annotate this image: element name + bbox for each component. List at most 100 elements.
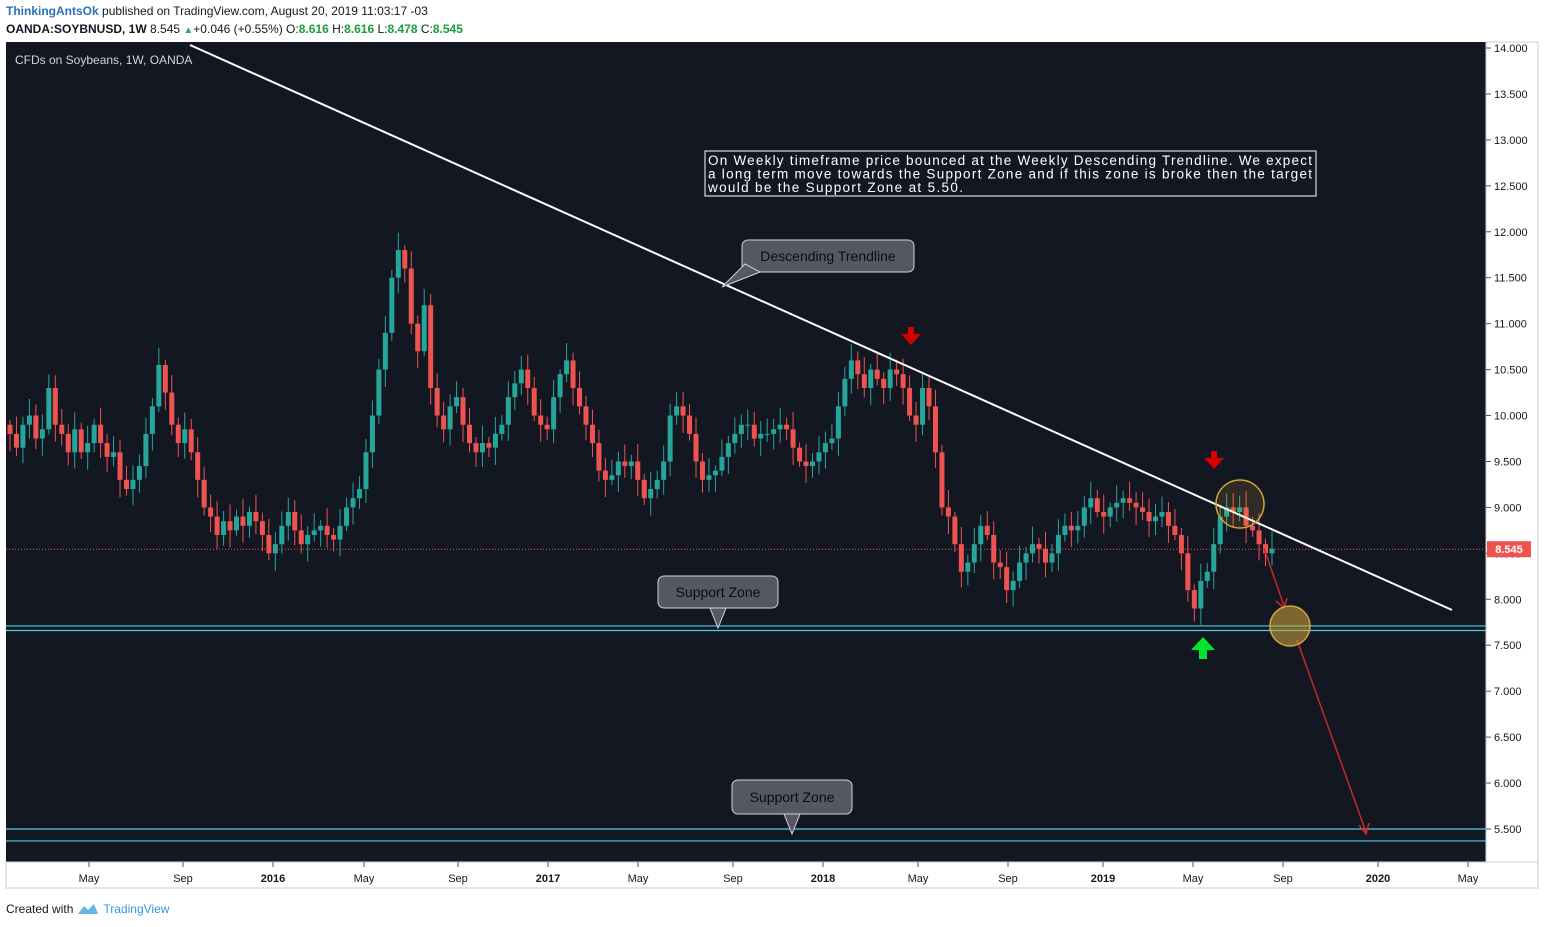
- candle-body: [654, 479, 660, 490]
- candle-body: [356, 489, 362, 499]
- candle-body: [1049, 553, 1055, 563]
- candlestick-series: [7, 232, 1275, 625]
- x-tick-label: 2018: [811, 873, 835, 885]
- candle-body: [751, 424, 757, 439]
- candle-body: [305, 534, 311, 545]
- callout-label: Support Zone: [750, 789, 835, 805]
- candle-body: [1101, 512, 1107, 517]
- candle-body: [234, 516, 240, 531]
- y-tick-label: 13.500: [1494, 89, 1528, 101]
- y-tick-label: 11.000: [1494, 319, 1527, 331]
- candle-body: [1159, 512, 1165, 517]
- x-tick-label: May: [1458, 873, 1479, 885]
- candle-body: [382, 332, 388, 370]
- candle-body: [855, 360, 861, 375]
- candle-body: [1191, 590, 1197, 609]
- callout-pointer: [709, 607, 727, 630]
- candle-body: [887, 369, 893, 388]
- candle-body: [602, 470, 608, 480]
- candle-body: [473, 443, 479, 453]
- candle-body: [978, 525, 984, 545]
- down-arrow-head: [901, 334, 921, 345]
- candle-body: [1237, 507, 1243, 513]
- x-tick-label: May: [1183, 873, 1204, 885]
- candle-body: [188, 429, 194, 453]
- down-arrow-icon: [1204, 451, 1224, 469]
- candle-body: [1153, 516, 1159, 522]
- candle-body: [143, 433, 149, 467]
- candle-body: [162, 364, 168, 393]
- candle-body: [376, 369, 382, 416]
- candle-body: [544, 424, 550, 430]
- candle-body: [98, 424, 104, 444]
- analysis-note-line: would be the Support Zone at 5.50.: [707, 180, 963, 195]
- projection-arrowhead-2: [1358, 822, 1370, 836]
- footer: Created with TradingView: [6, 902, 169, 916]
- candle-body: [952, 516, 958, 545]
- candle-body: [1256, 530, 1262, 545]
- candle-body: [920, 387, 926, 425]
- projection-arrow-2: [1296, 639, 1367, 833]
- analysis-note-line: On Weekly timeframe price bounced at the…: [708, 153, 1312, 168]
- candle-body: [292, 512, 298, 531]
- candle-body: [894, 369, 900, 375]
- down-arrow-shaft: [908, 327, 914, 336]
- publisher-name[interactable]: ThinkingAntsOk: [6, 4, 99, 18]
- candle-body: [78, 429, 84, 453]
- x-tick-label: Sep: [1273, 873, 1293, 885]
- candle-body: [648, 489, 654, 499]
- close-label: C:: [420, 22, 433, 36]
- y-tick-label: 5.500: [1494, 824, 1522, 836]
- candle-body: [272, 544, 278, 554]
- price-axis[interactable]: [1485, 41, 1539, 863]
- candle-body: [1042, 548, 1048, 563]
- candle-body: [641, 479, 647, 499]
- candle-body: [732, 433, 738, 444]
- candle-body: [7, 424, 13, 434]
- candle-body: [1094, 498, 1100, 513]
- candle-body: [441, 415, 447, 430]
- candle-body: [59, 424, 65, 434]
- down-arrow-head: [1204, 458, 1224, 469]
- candle-body: [72, 429, 78, 453]
- candle-body: [958, 544, 964, 572]
- price-change: +0.046 (+0.55%): [193, 22, 283, 36]
- candle-body: [1269, 548, 1275, 554]
- y-tick-label: 6.000: [1494, 778, 1522, 790]
- candle-body: [169, 392, 175, 425]
- candle-body: [1230, 507, 1236, 513]
- y-tick-label: 6.500: [1494, 732, 1522, 744]
- candle-body: [861, 374, 867, 388]
- candle-body: [699, 461, 705, 480]
- candle-body: [447, 406, 453, 430]
- time-axis[interactable]: [5, 861, 1539, 889]
- support-zone-1-callout: Support Zone: [657, 575, 779, 630]
- high-label: H:: [332, 22, 345, 36]
- candle-body: [816, 452, 822, 462]
- candle-body: [1120, 498, 1126, 503]
- candle-body: [1217, 516, 1223, 545]
- candle-body: [984, 525, 990, 535]
- candle-body: [777, 424, 783, 430]
- candle-body: [1211, 544, 1217, 572]
- candle-body: [1224, 507, 1230, 517]
- highlight-circle-rejection: [1215, 479, 1265, 529]
- trendline-callout: Descending Trendline: [721, 239, 915, 288]
- candle-body: [609, 475, 615, 480]
- candle-body: [499, 424, 505, 434]
- open-value: 8.616: [298, 22, 329, 36]
- y-tick-label: 10.000: [1494, 411, 1528, 423]
- candle-body: [1055, 534, 1061, 554]
- current-price-tag: [1487, 541, 1531, 558]
- candle-body: [1004, 567, 1010, 591]
- candle-body: [1250, 525, 1256, 531]
- tradingview-link[interactable]: TradingView: [103, 902, 170, 916]
- candle-body: [1146, 512, 1152, 522]
- candle-body: [835, 406, 841, 439]
- y-tick-label: 7.500: [1494, 640, 1522, 652]
- down-arrow-shaft: [1211, 451, 1217, 460]
- y-tick-label: 9.000: [1494, 502, 1522, 514]
- candle-body: [331, 534, 337, 540]
- candle-body: [466, 424, 472, 444]
